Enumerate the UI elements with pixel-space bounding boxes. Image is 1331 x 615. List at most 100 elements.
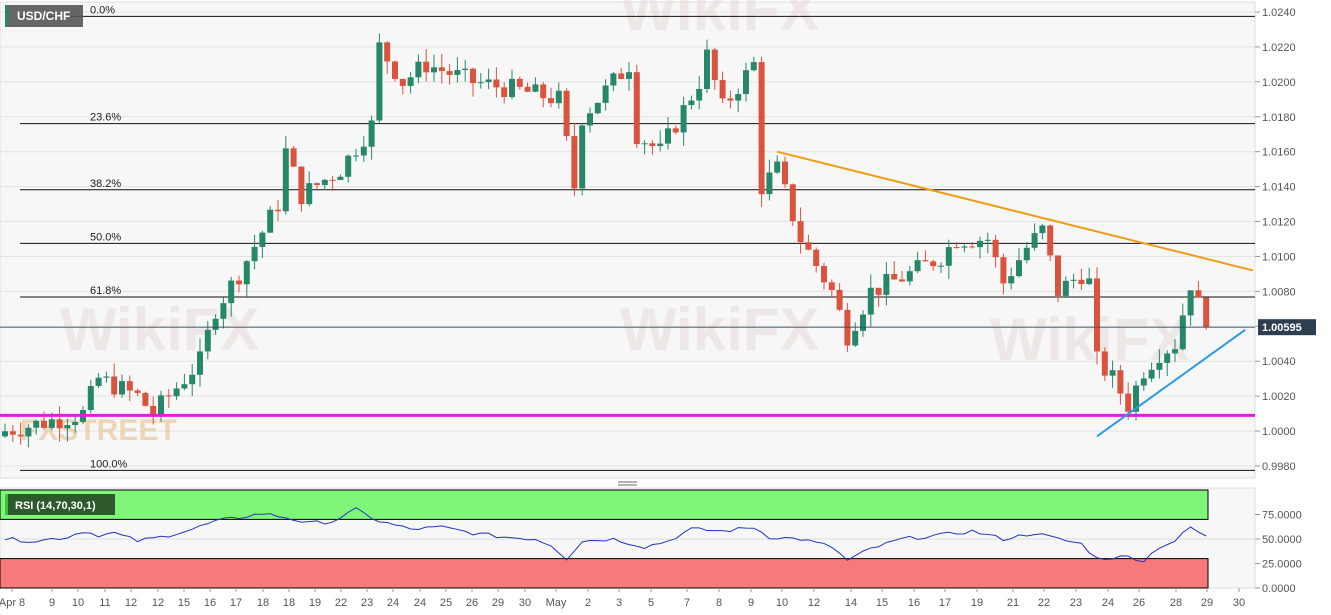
rsi-overbought-zone bbox=[0, 489, 1209, 520]
candle-down bbox=[41, 420, 47, 428]
candle-down bbox=[446, 71, 453, 75]
candle-up bbox=[961, 246, 968, 248]
candle-up bbox=[883, 274, 890, 295]
candle-down bbox=[314, 183, 320, 185]
x-tick-label: 24 bbox=[414, 597, 426, 609]
price-panel bbox=[0, 1, 1256, 479]
rsi-tick-label: 25.0000 bbox=[1262, 559, 1302, 571]
fib-label: 100.0% bbox=[90, 458, 128, 470]
y-tick-label: 1.0220 bbox=[1262, 42, 1296, 54]
candle-up bbox=[345, 155, 352, 177]
candle-down bbox=[571, 136, 578, 189]
candle-up bbox=[532, 84, 539, 92]
y-tick-label: 1.0200 bbox=[1262, 77, 1296, 89]
candle-up bbox=[173, 388, 180, 397]
rsi-oversold-zone bbox=[0, 558, 1209, 589]
candle-up bbox=[665, 128, 671, 144]
candle-up bbox=[48, 419, 55, 428]
candle-up bbox=[1164, 353, 1171, 363]
candle-up bbox=[509, 78, 515, 98]
candle-down bbox=[392, 61, 398, 79]
y-tick-label: 1.0040 bbox=[1262, 356, 1296, 368]
candle-down bbox=[298, 166, 305, 205]
x-tick-label: 8 bbox=[716, 597, 722, 609]
candle-up bbox=[1148, 369, 1155, 379]
candle-up bbox=[1172, 349, 1178, 354]
candle-up bbox=[431, 67, 437, 73]
candle-up bbox=[243, 261, 250, 285]
candle-up bbox=[259, 232, 266, 247]
candle-down bbox=[150, 405, 157, 416]
candle-up bbox=[860, 314, 866, 331]
candle-up bbox=[1062, 280, 1069, 296]
candle-up bbox=[1187, 290, 1194, 316]
candle-up bbox=[368, 120, 375, 147]
y-tick-label: 1.0000 bbox=[1262, 426, 1296, 438]
candle-down bbox=[111, 376, 118, 395]
candle-up bbox=[158, 395, 164, 416]
candle-down bbox=[1000, 257, 1007, 284]
candle-down bbox=[9, 431, 16, 435]
fib-label: 38.2% bbox=[90, 178, 121, 190]
candle-down bbox=[649, 143, 656, 147]
candle-up bbox=[1133, 385, 1139, 412]
candle-up bbox=[251, 246, 258, 262]
current-price-badge bbox=[1258, 319, 1316, 336]
candle-down bbox=[516, 78, 523, 87]
candle-up bbox=[72, 421, 79, 426]
x-tick-label: 23 bbox=[1070, 597, 1082, 609]
x-tick-label: 22 bbox=[335, 597, 347, 609]
candle-up bbox=[220, 303, 227, 319]
candle-down bbox=[548, 98, 554, 104]
watermark: FXSTREET bbox=[20, 414, 177, 447]
candle-up bbox=[454, 70, 461, 75]
candle-down bbox=[134, 390, 141, 393]
candle-down bbox=[618, 73, 625, 79]
candle-up bbox=[321, 179, 328, 185]
x-tick-label: 16 bbox=[908, 597, 920, 609]
x-tick-label: 17 bbox=[230, 597, 242, 609]
candle-up bbox=[774, 161, 781, 173]
candle-down bbox=[438, 67, 445, 72]
candle-up bbox=[602, 85, 609, 103]
candle-up bbox=[1086, 278, 1093, 285]
candle-up bbox=[360, 146, 367, 156]
candle-down bbox=[1078, 279, 1085, 285]
candle-down bbox=[290, 148, 297, 167]
candle-up bbox=[228, 280, 235, 304]
watermark: WikiFX bbox=[620, 296, 819, 363]
candle-down bbox=[1094, 278, 1100, 352]
candle-up bbox=[735, 94, 742, 101]
x-tick-label: 12 bbox=[125, 597, 137, 609]
candle-up bbox=[743, 70, 749, 95]
candle-up bbox=[306, 183, 313, 205]
x-tick-label: 7 bbox=[684, 597, 690, 609]
x-tick-label: 22 bbox=[1038, 597, 1050, 609]
candle-up bbox=[64, 425, 71, 429]
candle-down bbox=[275, 209, 281, 212]
rsi-label: RSI (14,70,30,1) bbox=[15, 500, 96, 512]
candle-down bbox=[711, 49, 718, 81]
x-tick-label: 23 bbox=[361, 597, 373, 609]
candle-up bbox=[945, 247, 952, 266]
candle-up bbox=[977, 240, 983, 248]
x-tick-label: 10 bbox=[776, 597, 788, 609]
x-tick-label: 14 bbox=[845, 597, 857, 609]
fib-label: 23.6% bbox=[90, 112, 121, 124]
candle-up bbox=[1039, 225, 1046, 234]
candle-up bbox=[282, 148, 289, 212]
candle-up bbox=[119, 381, 125, 395]
x-tick-label: 11 bbox=[99, 597, 110, 609]
candle-down bbox=[329, 179, 336, 181]
candle-down bbox=[953, 247, 960, 249]
candle-up bbox=[1179, 315, 1186, 350]
x-tick-label: 16 bbox=[204, 597, 216, 609]
fib-label: 61.8% bbox=[90, 285, 121, 297]
candle-up bbox=[25, 427, 32, 437]
x-tick-label: 15 bbox=[876, 597, 888, 609]
resistance-trendline bbox=[776, 150, 1254, 272]
candle-up bbox=[579, 125, 586, 189]
candle-up bbox=[555, 90, 562, 104]
x-tick-label: 28 bbox=[1170, 597, 1182, 609]
